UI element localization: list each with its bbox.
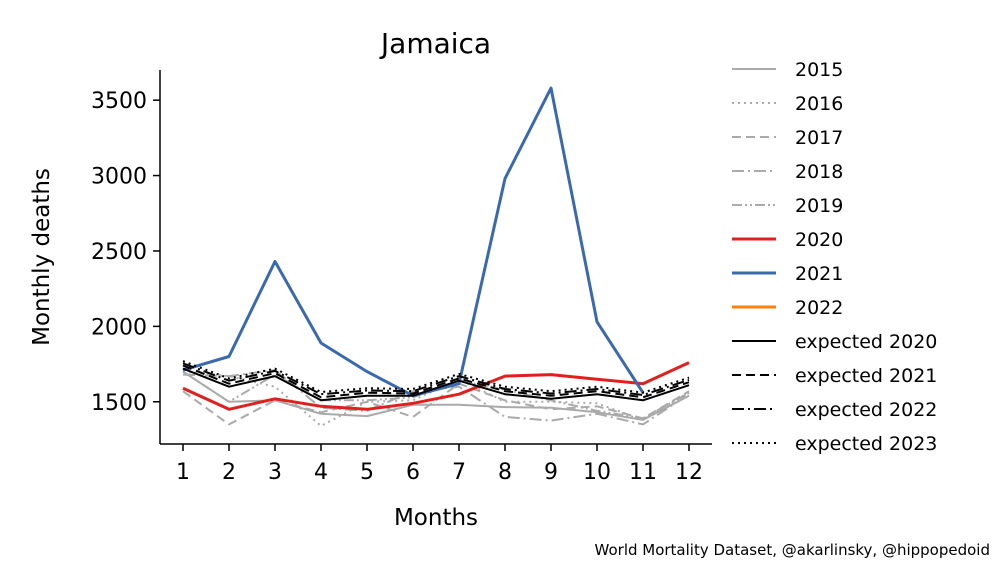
y-tick-label: 1500 (91, 391, 147, 416)
chart-title: Jamaica (379, 27, 491, 60)
legend-label: 2016 (795, 93, 843, 115)
series-line-expected-2022 (182, 362, 690, 396)
series-line-expected-2020 (182, 367, 690, 402)
x-tick-label: 5 (360, 460, 374, 485)
series-line-2017 (182, 382, 690, 426)
legend-label: expected 2023 (795, 433, 937, 455)
y-ticks: 1500 2000 2500 3000 3500 (91, 89, 160, 416)
legend-label: expected 2020 (795, 331, 937, 353)
x-tick-label: 10 (583, 460, 611, 485)
legend-label: 2019 (795, 195, 843, 217)
y-axis-title: Monthly deaths (29, 168, 55, 346)
y-tick-label: 3000 (91, 165, 147, 190)
plot-lines (182, 86, 690, 427)
legend-label: 2018 (795, 161, 843, 183)
legend-label: 2022 (795, 297, 843, 319)
x-tick-label: 7 (452, 460, 466, 485)
legend-label: expected 2022 (795, 399, 937, 421)
series-line-expected-2021 (182, 364, 690, 399)
y-tick-label: 3500 (91, 89, 147, 114)
x-tick-label: 1 (176, 460, 190, 485)
series-line-expected-2023 (182, 360, 690, 394)
y-tick-label: 2500 (91, 240, 147, 265)
x-tick-label: 8 (498, 460, 512, 485)
x-tick-label: 6 (406, 460, 420, 485)
x-axis-title: Months (394, 505, 478, 531)
legend-label: 2017 (795, 127, 843, 149)
legend-label: 2021 (795, 263, 843, 285)
series-line-2020 (182, 361, 690, 411)
x-tick-label: 4 (314, 460, 328, 485)
x-tick-label: 12 (675, 460, 703, 485)
legend-label: 2015 (795, 59, 843, 81)
legend: 2015 2016 2017 2018 2019 2020 2021 2022 expected… (732, 59, 937, 455)
legend-label: expected 2021 (795, 365, 937, 387)
x-tick-label: 11 (629, 460, 657, 485)
x-tick-label: 9 (544, 460, 558, 485)
series-line-2021 (182, 86, 645, 398)
x-tick-label: 3 (268, 460, 282, 485)
x-tick-label: 2 (222, 460, 236, 485)
y-tick-label: 2000 (91, 315, 147, 340)
legend-label: 2020 (795, 229, 843, 251)
credit-text: World Mortality Dataset, @akarlinsky, @h… (595, 541, 990, 559)
x-ticks: 1 2 3 4 5 6 7 8 9 10 11 12 (176, 444, 703, 485)
